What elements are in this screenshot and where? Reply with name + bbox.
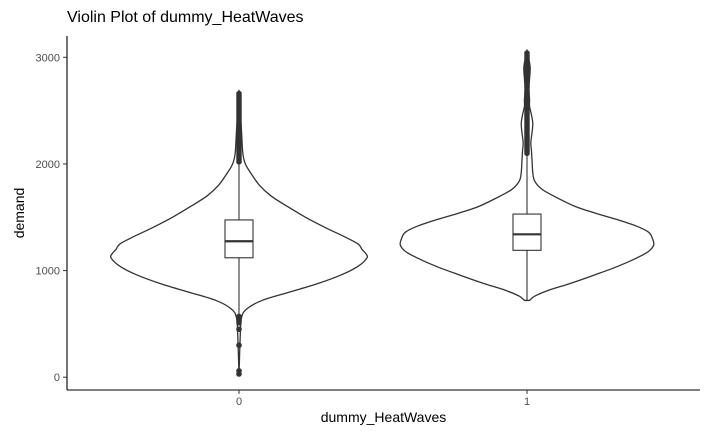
- x-tick-label: 1: [524, 396, 530, 408]
- y-tick-label: 0: [54, 372, 60, 384]
- y-axis-ticks: 0 1000 2000 3000: [36, 52, 67, 384]
- violin-1: [399, 49, 655, 302]
- violin-layer: [109, 49, 655, 376]
- outlier-point: [236, 342, 242, 349]
- outlier-point: [236, 368, 242, 374]
- y-tick-label: 2000: [36, 159, 60, 171]
- outlier-point: [236, 313, 242, 320]
- iqr-box: [512, 213, 542, 251]
- chart-title: Violin Plot of dummy_HeatWaves: [67, 9, 304, 26]
- outlier-point: [524, 50, 530, 56]
- outlier-point: [236, 326, 242, 333]
- x-tick-label: 0: [236, 396, 242, 408]
- boxplot-layer: [224, 155, 542, 315]
- violin-0: [109, 89, 369, 376]
- outlier-point: [236, 90, 242, 97]
- outlier-layer: [236, 50, 530, 377]
- x-axis-label: dummy_HeatWaves: [321, 409, 447, 425]
- iqr-box: [224, 219, 254, 259]
- y-axis-label: demand: [11, 188, 27, 239]
- y-tick-label: 3000: [36, 52, 60, 64]
- y-tick-label: 1000: [36, 266, 60, 278]
